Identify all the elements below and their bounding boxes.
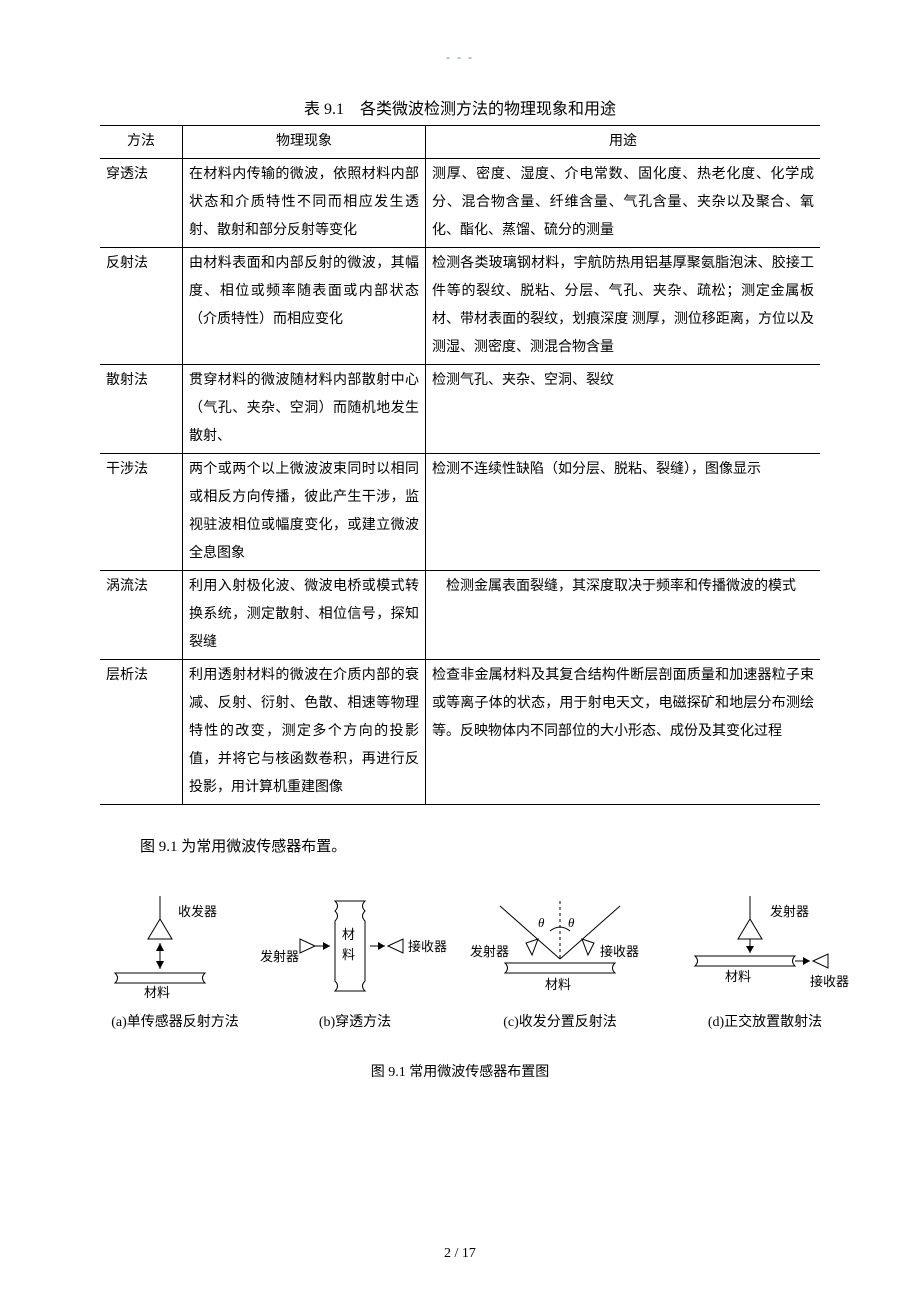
figure-d-sub: (d)正交放置散射法 (708, 1011, 822, 1031)
svg-text:材: 材 (342, 927, 355, 942)
td-method: 散射法 (100, 365, 183, 454)
td-phenomenon: 两个或两个以上微波波束同时以相同或相反方向传播，彼此产生干涉，监视驻波相位或幅度… (183, 454, 426, 571)
td-usage: 检测气孔、夹杂、空洞、裂纹 (426, 365, 821, 454)
table-row: 干涉法 两个或两个以上微波波束同时以相同或相反方向传播，彼此产生干涉，监视驻波相… (100, 454, 820, 571)
td-method: 涡流法 (100, 571, 183, 660)
figure-b-sub: (b)穿透方法 (319, 1011, 391, 1031)
figure-a: 收发器 材料 (a)单传感器反射方法 (100, 891, 250, 1031)
figure-caption: 图 9.1 常用微波传感器布置图 (100, 1061, 820, 1081)
table-row: 散射法 贯穿材料的微波随材料内部散射中心（气孔、夹杂、空洞）而随机地发生散射、 … (100, 365, 820, 454)
table-caption: 表 9.1 各类微波检测方法的物理现象和用途 (100, 95, 820, 119)
table-row: 穿透法 在材料内传输的微波，依照材料内部状态和介质特性不同而相应发生透射、散射和… (100, 159, 820, 248)
td-phenomenon: 在材料内传输的微波，依照材料内部状态和介质特性不同而相应发生透射、散射和部分反射… (183, 159, 426, 248)
table-row: 层析法 利用透射材料的微波在介质内部的衰减、反射、衍射、色散、相速等物理特性的改… (100, 660, 820, 805)
td-usage: 检测不连续性缺陷（如分层、脱粘、裂缝），图像显示 (426, 454, 821, 571)
methods-table: 方法 物理现象 用途 穿透法 在材料内传输的微波，依照材料内部状态和介质特性不同… (100, 125, 820, 805)
page-number: 2 / 17 (0, 1246, 920, 1262)
th-usage: 用途 (426, 126, 821, 159)
td-method: 层析法 (100, 660, 183, 805)
svg-text:收发器: 收发器 (178, 904, 217, 919)
page: - - - 表 9.1 各类微波检测方法的物理现象和用途 方法 物理现象 用途 … (0, 0, 920, 1302)
svg-text:发射器: 发射器 (470, 944, 509, 959)
table-row: 反射法 由材料表面和内部反射的微波，其幅度、相位或频率随表面或内部状态（介质特性… (100, 248, 820, 365)
figure-reference: 图 9.1 为常用微波传感器布置。 (140, 835, 820, 856)
td-phenomenon: 由材料表面和内部反射的微波，其幅度、相位或频率随表面或内部状态（介质特性）而相应… (183, 248, 426, 365)
diagram-b-icon: 发射器 材 料 接收器 (260, 891, 450, 1001)
figure-b: 发射器 材 料 接收器 (b)穿透方法 (260, 891, 450, 1031)
figure-c: θ θ 发射器 接收器 材料 (c)收发分置反射法 (460, 891, 660, 1031)
figure-a-sub: (a)单传感器反射方法 (111, 1011, 239, 1031)
th-phenomenon: 物理现象 (183, 126, 426, 159)
td-phenomenon: 贯穿材料的微波随材料内部散射中心（气孔、夹杂、空洞）而随机地发生散射、 (183, 365, 426, 454)
table-row: 涡流法 利用入射极化波、微波电桥或模式转换系统，测定散射、相位信号，探知裂缝 检… (100, 571, 820, 660)
svg-text:发射器: 发射器 (260, 949, 299, 964)
td-method: 反射法 (100, 248, 183, 365)
svg-text:材料: 材料 (725, 969, 751, 984)
td-usage: 测厚、密度、湿度、介电常数、固化度、热老化度、化学成分、混合物含量、纤维含量、气… (426, 159, 821, 248)
svg-text:θ: θ (568, 915, 575, 930)
td-usage: 检测金属表面裂缝，其深度取决于频率和传播微波的模式 (426, 571, 821, 660)
th-method: 方法 (100, 126, 183, 159)
header-mark: - - - (100, 50, 820, 65)
diagram-c-icon: θ θ 发射器 接收器 材料 (460, 891, 660, 1001)
figure-d: 发射器 材料 接收器 (d)正交放置散射法 (670, 891, 860, 1031)
td-usage: 检查非金属材料及其复合结构件断层剖面质量和加速器粒子束或等离子体的状态，用于射电… (426, 660, 821, 805)
td-phenomenon: 利用透射材料的微波在介质内部的衰减、反射、衍射、色散、相速等物理特性的改变，测定… (183, 660, 426, 805)
svg-text:接收器: 接收器 (600, 944, 639, 959)
svg-text:材料: 材料 (545, 977, 571, 992)
svg-text:接收器: 接收器 (408, 939, 447, 954)
svg-text:材料: 材料 (144, 985, 170, 1000)
diagram-a-icon: 收发器 材料 (100, 891, 250, 1001)
table-header-row: 方法 物理现象 用途 (100, 126, 820, 159)
diagram-d-icon: 发射器 材料 接收器 (670, 891, 860, 1001)
td-method: 穿透法 (100, 159, 183, 248)
svg-text:发射器: 发射器 (770, 904, 809, 919)
figure-row: 收发器 材料 (a)单传感器反射方法 发射器 材 料 (100, 891, 820, 1031)
svg-text:料: 料 (342, 947, 355, 962)
figure-c-sub: (c)收发分置反射法 (503, 1011, 617, 1031)
td-usage: 检测各类玻璃钢材料，宇航防热用铝基厚聚氨脂泡沫、胶接工件等的裂纹、脱粘、分层、气… (426, 248, 821, 365)
svg-text:接收器: 接收器 (810, 974, 849, 989)
td-phenomenon: 利用入射极化波、微波电桥或模式转换系统，测定散射、相位信号，探知裂缝 (183, 571, 426, 660)
td-method: 干涉法 (100, 454, 183, 571)
svg-text:θ: θ (538, 915, 545, 930)
